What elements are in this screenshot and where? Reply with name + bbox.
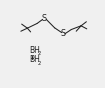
Text: 2: 2 <box>38 61 41 66</box>
Text: 2: 2 <box>38 51 41 56</box>
Text: S: S <box>42 14 47 23</box>
Text: BH: BH <box>29 55 40 64</box>
Text: S: S <box>61 29 66 38</box>
Text: BH: BH <box>29 46 40 55</box>
